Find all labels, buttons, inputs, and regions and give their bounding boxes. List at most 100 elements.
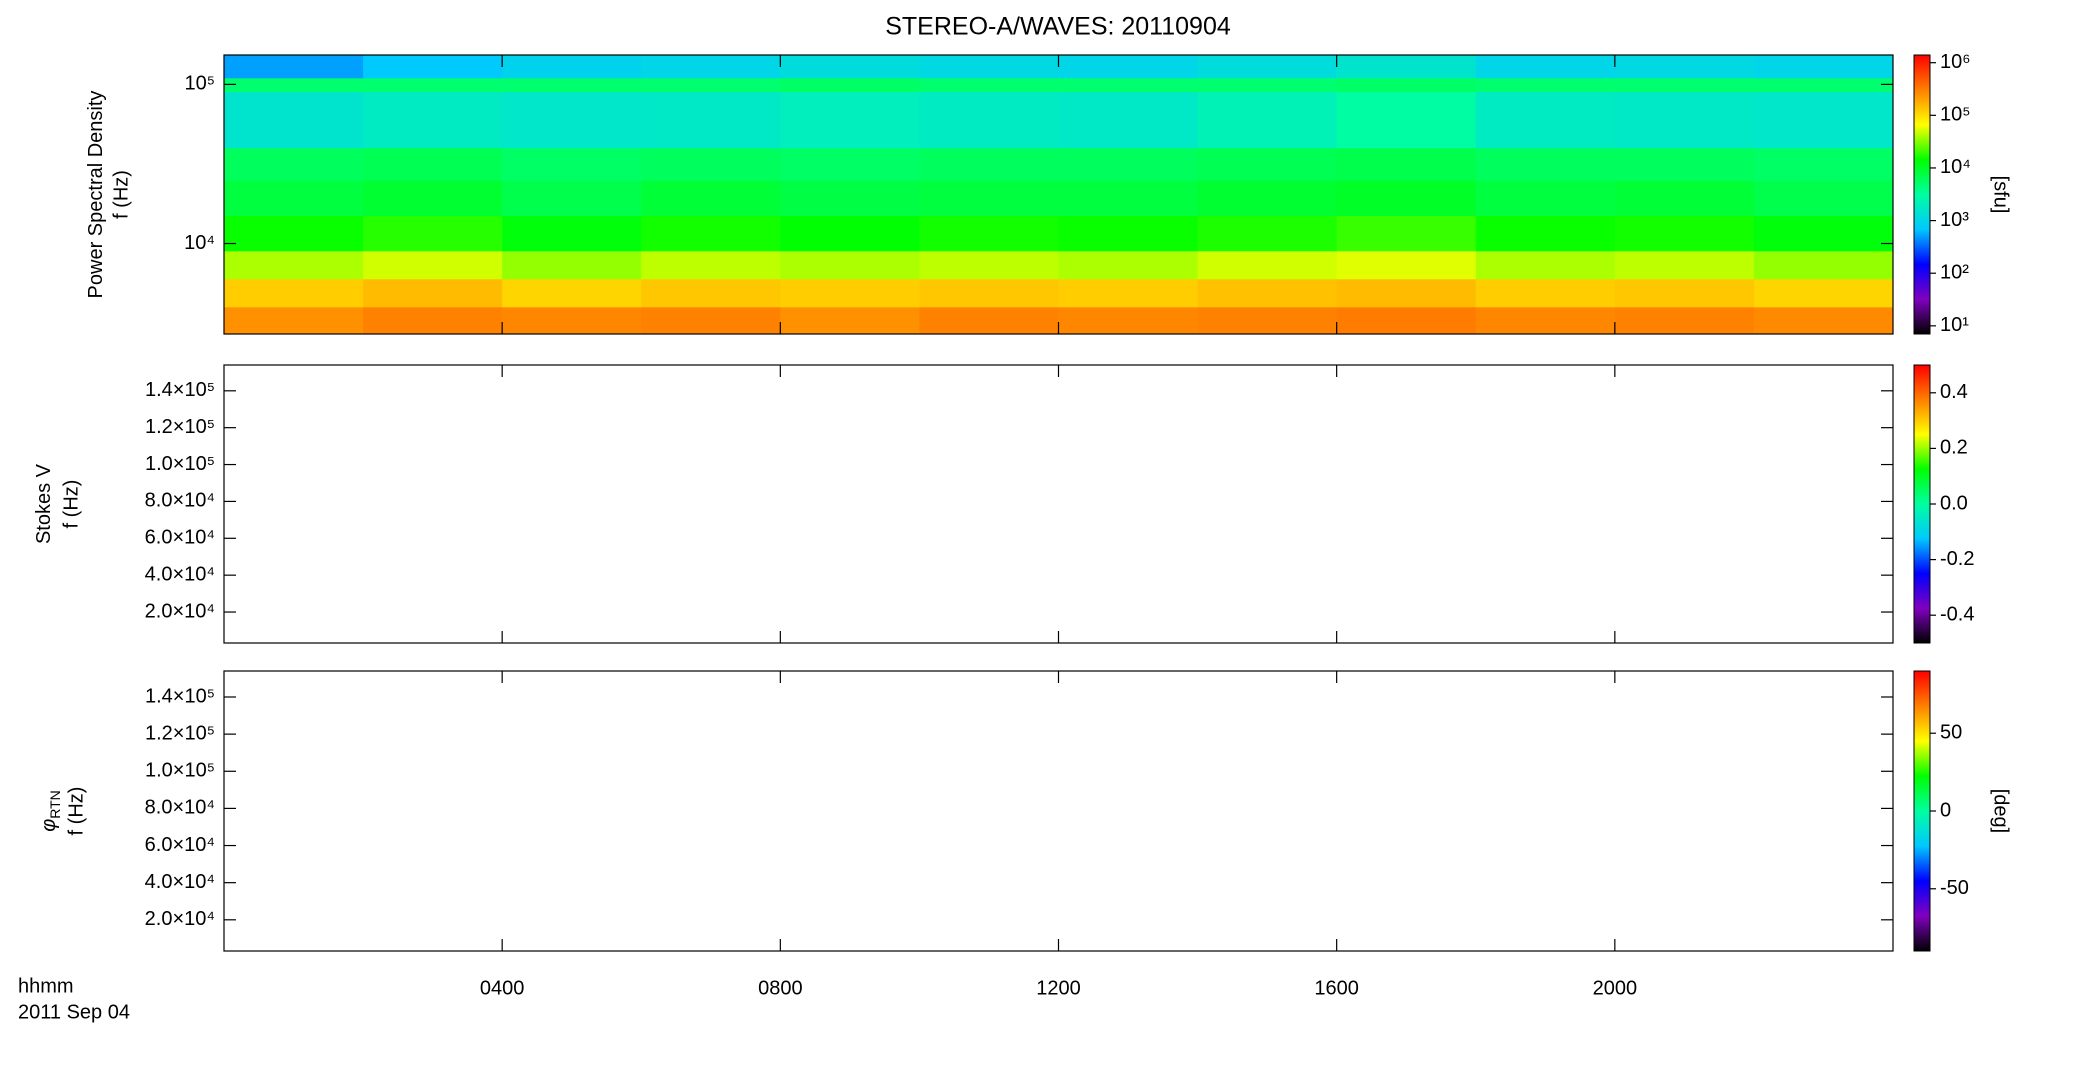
heatmap-cell (363, 77, 503, 93)
heatmap-cell (1058, 91, 1199, 149)
colorbar-tick-label: 10⁵ (1940, 104, 1971, 126)
y-axis-label-text: Power Spectral Density (85, 91, 107, 299)
heatmap-cell (502, 77, 642, 93)
y-axis-label-text: Stokes V (33, 463, 55, 544)
colorbar-tick-label: 10³ (1940, 209, 1969, 231)
heatmap-cell (1058, 77, 1199, 93)
heatmap-cell (1197, 91, 1338, 149)
heatmap-cell (919, 55, 1059, 79)
heatmap-cell (224, 77, 364, 93)
heatmap-cell (641, 91, 781, 149)
colorbar-tick-label: -50 (1940, 877, 1969, 899)
heatmap-cell (363, 147, 503, 181)
heatmap-cell (1614, 306, 1755, 335)
heatmap-cell (1336, 180, 1477, 216)
colorbar-tick-label: 0.2 (1940, 437, 1968, 459)
heatmap-cell (780, 147, 920, 181)
x-tick-label: 1600 (1314, 977, 1359, 999)
heatmap-cell (1753, 278, 1894, 308)
heatmap-cell (1058, 278, 1199, 308)
heatmap-cell (780, 91, 920, 149)
heatmap-cell (1058, 250, 1199, 280)
panel: 2.0×10⁴ 4.0×10⁴ 6.0×10⁴ 8.0×10⁴ 1.0×10⁵ 1.2×1… (33, 364, 1974, 644)
heatmap-cell (919, 215, 1059, 252)
heatmap-cell (1058, 215, 1199, 252)
heatmap-cell (1614, 278, 1755, 308)
heatmap-cell (641, 306, 781, 335)
heatmap-cell (502, 250, 642, 280)
heatmap-cell (1197, 147, 1338, 181)
y-tick-label: 1.4×10⁵ (145, 685, 215, 707)
heatmap-cell (224, 215, 364, 252)
y-tick-label: 2.0×10⁴ (145, 600, 215, 622)
heatmap-cell (1753, 250, 1894, 280)
y-tick-label: 4.0×10⁴ (145, 871, 215, 893)
plot-frame (223, 670, 1894, 952)
heatmap-cell (919, 278, 1059, 308)
heatmap-cell (1475, 278, 1616, 308)
heatmap-cell (641, 147, 781, 181)
x-tick-label: 1200 (1036, 977, 1081, 999)
heatmap-cell (919, 77, 1059, 93)
heatmap-cell (1336, 91, 1477, 149)
y-tick-label: 1.2×10⁵ (145, 416, 215, 438)
y-tick-label: 6.0×10⁴ (145, 834, 215, 856)
heatmap-cell (1475, 147, 1616, 181)
heatmap-cell (1197, 77, 1338, 93)
heatmap-cell (363, 250, 503, 280)
colorbar-tick-label: 0 (1940, 799, 1951, 821)
heatmap-cell (641, 215, 781, 252)
heatmap-cell (1753, 306, 1894, 335)
heatmap-cell (502, 55, 642, 79)
colorbar-tick-label: 10¹ (1940, 314, 1969, 336)
heatmap-cell (1336, 306, 1477, 335)
heatmap-cell (780, 180, 920, 216)
heatmap-cell (641, 77, 781, 93)
y-tick-label: 2.0×10⁴ (145, 908, 215, 930)
y-axis-label: f (Hz) (65, 787, 87, 836)
heatmap-cell (780, 278, 920, 308)
heatmap-cell (1475, 180, 1616, 216)
colorbar (1913, 54, 1931, 335)
panel: 2.0×10⁴ 4.0×10⁴ 6.0×10⁴ 8.0×10⁴ 1.0×10⁵ 1.2×1… (38, 670, 2012, 999)
heatmap-cell (224, 91, 364, 149)
y-tick-label: 8.0×10⁴ (145, 797, 215, 819)
heatmap-cell (1614, 147, 1755, 181)
heatmap-cell (780, 55, 920, 79)
y-tick-label: 1.0×10⁵ (145, 760, 215, 782)
colorbar-tick-label: 10² (1940, 261, 1969, 283)
x-axis-label: hhmm (18, 975, 74, 997)
chart-title: STEREO-A/WAVES: 20110904 (885, 13, 1231, 41)
heatmap-cell (363, 91, 503, 149)
heatmap-cell (1197, 306, 1338, 335)
heatmap-cell (1753, 91, 1894, 149)
heatmap-cell (1058, 306, 1199, 335)
heatmap-cell (780, 215, 920, 252)
colorbar-label: [deg] (1990, 789, 2012, 833)
heatmap-cell (1197, 55, 1338, 79)
heatmap-cell (502, 306, 642, 335)
heatmap-cell (641, 55, 781, 79)
heatmap-cell (641, 180, 781, 216)
heatmap-cell (1336, 215, 1477, 252)
heatmap-cell (363, 278, 503, 308)
colorbar-tick-label: 0.4 (1940, 381, 1968, 403)
plot-frame (223, 364, 1894, 644)
heatmap-cell (1753, 55, 1894, 79)
x-tick-label: 2000 (1593, 977, 1638, 999)
heatmap-cell (1475, 306, 1616, 335)
colorbar-label: [sfu] (1990, 176, 2012, 214)
heatmap-cell (224, 306, 364, 335)
heatmap-cell (1058, 180, 1199, 216)
heatmap-cell (1475, 91, 1616, 149)
y-tick-label: 1.2×10⁵ (145, 722, 215, 744)
heatmap-cell (919, 306, 1059, 335)
colorbar-tick-label: 50 (1940, 722, 1962, 744)
heatmap-cell (1475, 250, 1616, 280)
heatmap-cell (1197, 180, 1338, 216)
colorbar-tick-label: 10⁶ (1940, 51, 1970, 73)
heatmap-cell (919, 180, 1059, 216)
heatmap-cell (363, 306, 503, 335)
heatmap-cell (502, 180, 642, 216)
